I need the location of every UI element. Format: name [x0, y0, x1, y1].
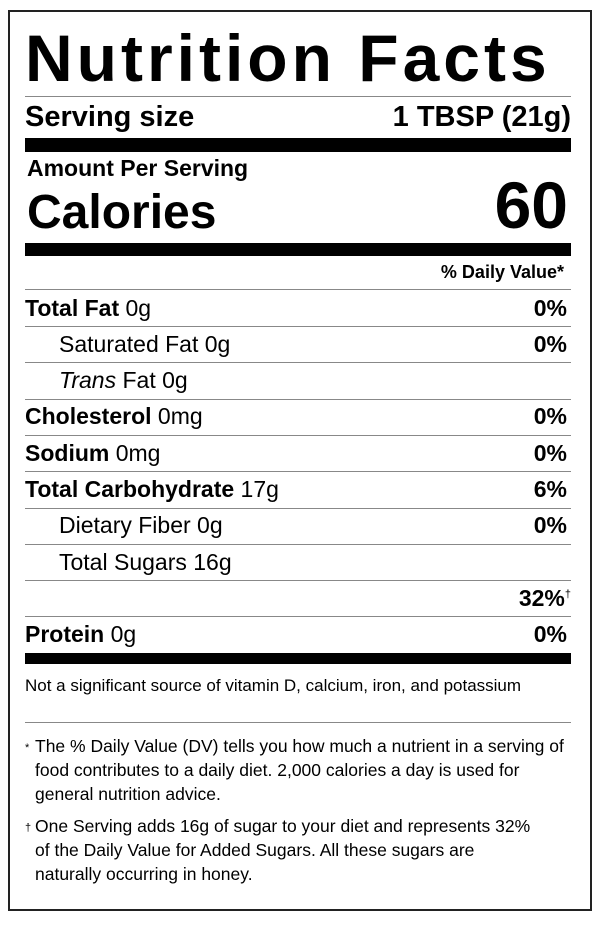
nutrient-label: Total Fat 0g — [25, 295, 151, 322]
divider — [25, 289, 571, 290]
nutrient-row: 32%† — [25, 580, 571, 616]
nutrient-name: Cholesterol — [25, 403, 152, 430]
daily-value-percent: 0% — [533, 621, 567, 648]
calories-value: 60 — [494, 168, 568, 242]
daily-value-header: % Daily Value* — [440, 262, 564, 282]
nutrient-daily-value: 0% — [534, 512, 571, 539]
nutrient-row: Total Sugars 16g — [25, 544, 571, 580]
nutrient-row: Protein 0g 0% — [25, 617, 571, 653]
nutrient-label: Protein 0g — [25, 621, 136, 648]
daily-value-percent: 0% — [533, 439, 567, 466]
nutrient-amount: 16g — [193, 548, 232, 575]
divider — [25, 616, 571, 618]
nutrient-name-suffix: Fat — [122, 367, 156, 394]
asterisk-mark: * — [25, 742, 30, 754]
thick-divider — [25, 138, 571, 152]
nutrition-label-border — [8, 10, 592, 911]
nutrient-row: Total Carbohydrate 17g 6% — [25, 472, 571, 508]
nutrient-name: Trans — [59, 367, 117, 394]
daily-value-percent: 0% — [533, 294, 567, 321]
nutrient-label: Trans Fat 0g — [25, 367, 188, 394]
divider — [25, 362, 571, 364]
divider — [25, 398, 571, 400]
divider — [25, 434, 571, 436]
nutrient-label: Cholesterol 0mg — [25, 403, 203, 430]
nutrient-amount: 0g — [197, 512, 223, 539]
nutrient-daily-value: 0% — [534, 295, 571, 322]
nutrient-name: Saturated Fat — [59, 330, 199, 357]
nutrient-name: Protein — [25, 621, 105, 648]
nutrient-label: Sodium 0mg — [25, 440, 160, 467]
divider — [25, 96, 571, 97]
serving-size-value: 1 TBSP (21g) — [392, 100, 571, 133]
nutrient-row: Trans Fat 0g — [25, 363, 571, 399]
divider — [25, 507, 571, 509]
nutrient-daily-value: 6% — [534, 476, 571, 503]
nutrient-amount: 0mg — [157, 403, 203, 430]
divider — [25, 580, 571, 582]
label-title: Nutrition Facts — [25, 21, 551, 95]
micronutrient-note: Not a significant source of vitamin D, c… — [25, 676, 522, 695]
nutrient-row: Total Fat 0g 0% — [25, 290, 571, 326]
daily-value-percent: 32% — [518, 584, 565, 611]
nutrient-amount: 0g — [110, 621, 137, 648]
divider — [25, 326, 571, 327]
nutrient-label: Dietary Fiber 0g — [25, 512, 223, 539]
daily-value-percent: 0% — [533, 403, 567, 430]
nutrient-amount: 0g — [204, 330, 231, 357]
nutrient-amount: 17g — [240, 476, 279, 502]
nutrient-amount: 0mg — [115, 439, 161, 466]
dagger-mark: † — [25, 822, 32, 834]
divider — [25, 722, 571, 723]
nutrient-name: Total Carbohydrate — [25, 476, 235, 502]
daily-value-percent: 0% — [533, 330, 567, 357]
nutrient-row: Dietary Fiber 0g 0% — [25, 508, 571, 544]
calories-label: Calories — [27, 186, 217, 239]
nutrient-label: Saturated Fat 0g — [25, 331, 230, 358]
daily-value-percent: 6% — [533, 476, 567, 502]
footnote-text: The % Daily Value (DV) tells you how muc… — [35, 736, 564, 804]
nutrient-label: Total Carbohydrate 17g — [25, 476, 279, 503]
nutrient-name: Total Fat — [25, 294, 120, 321]
amount-per-serving: Amount Per Serving — [27, 155, 249, 181]
nutrient-daily-value: 0% — [534, 621, 571, 648]
nutrient-name: Total Sugars — [59, 548, 187, 575]
nutrient-row: Saturated Fat 0g 0% — [25, 326, 571, 362]
serving-size-row: Serving size 1 TBSP (21g) — [25, 98, 571, 136]
nutrient-amount: 0g — [162, 367, 188, 394]
nutrient-label: Total Sugars 16g — [25, 549, 232, 576]
nutrient-row: Sodium 0mg 0% — [25, 435, 571, 471]
footnote-added-sugars: † One Serving adds 16g of sugar to your … — [25, 814, 545, 886]
nutrient-name: Sodium — [25, 439, 110, 466]
nutrient-amount: 0g — [125, 294, 152, 321]
nutrient-name: Dietary Fiber — [59, 512, 191, 539]
nutrient-daily-value: 0% — [534, 403, 571, 430]
nutrient-daily-value: 0% — [534, 440, 571, 467]
daily-value-percent: 0% — [533, 512, 567, 539]
divider — [25, 543, 571, 545]
dagger-mark: † — [564, 588, 571, 601]
nutrient-daily-value: 0% — [534, 331, 571, 358]
nutrient-daily-value: 32%† — [519, 585, 571, 612]
thick-divider — [25, 243, 571, 256]
thick-divider — [25, 653, 571, 664]
nutrient-row: Cholesterol 0mg 0% — [25, 399, 571, 435]
divider — [25, 471, 571, 473]
footnote-daily-value: * The % Daily Value (DV) tells you how m… — [25, 734, 571, 806]
serving-size-label: Serving size — [25, 100, 195, 133]
footnote-text: One Serving adds 16g of sugar to your di… — [35, 816, 531, 884]
